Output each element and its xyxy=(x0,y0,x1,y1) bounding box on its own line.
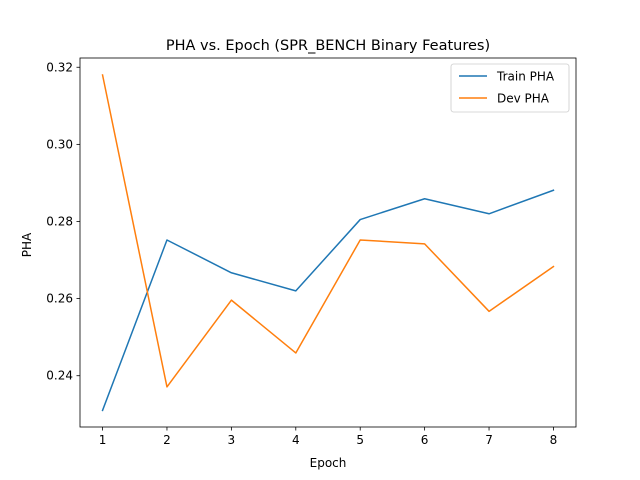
x-tick-label: 3 xyxy=(228,433,236,447)
plot-frame xyxy=(79,57,577,428)
x-tick-label: 6 xyxy=(421,433,429,447)
series-line-2 xyxy=(101,74,555,388)
x-tick-label: 2 xyxy=(163,433,171,447)
legend-label-2: Dev PHA xyxy=(497,92,550,106)
x-tick-label: 7 xyxy=(485,433,493,447)
x-axis-label: Epoch xyxy=(310,456,347,470)
x-tick-label: 8 xyxy=(550,433,558,447)
y-axis-label: PHA xyxy=(20,232,34,257)
y-tick-label: 0.32 xyxy=(46,60,73,74)
x-tick-label: 4 xyxy=(292,433,300,447)
x-tick-label: 5 xyxy=(356,433,364,447)
series-line-1 xyxy=(101,189,555,412)
legend: Train PHA Dev PHA xyxy=(450,63,570,113)
x-tick-label: 1 xyxy=(99,433,107,447)
y-tick-label: 0.26 xyxy=(46,292,73,306)
chart-title: PHA vs. Epoch (SPR_BENCH Binary Features… xyxy=(166,38,490,54)
legend-label-1: Train PHA xyxy=(496,70,555,84)
y-tick-label: 0.30 xyxy=(46,137,73,151)
series-layer xyxy=(101,74,555,412)
y-tick-label: 0.28 xyxy=(46,214,73,228)
y-tick-label: 0.24 xyxy=(46,369,73,383)
axes-layer: 1 2 3 4 5 6 7 8 0.24 0.26 0.28 0.30 0.32 xyxy=(46,57,577,447)
